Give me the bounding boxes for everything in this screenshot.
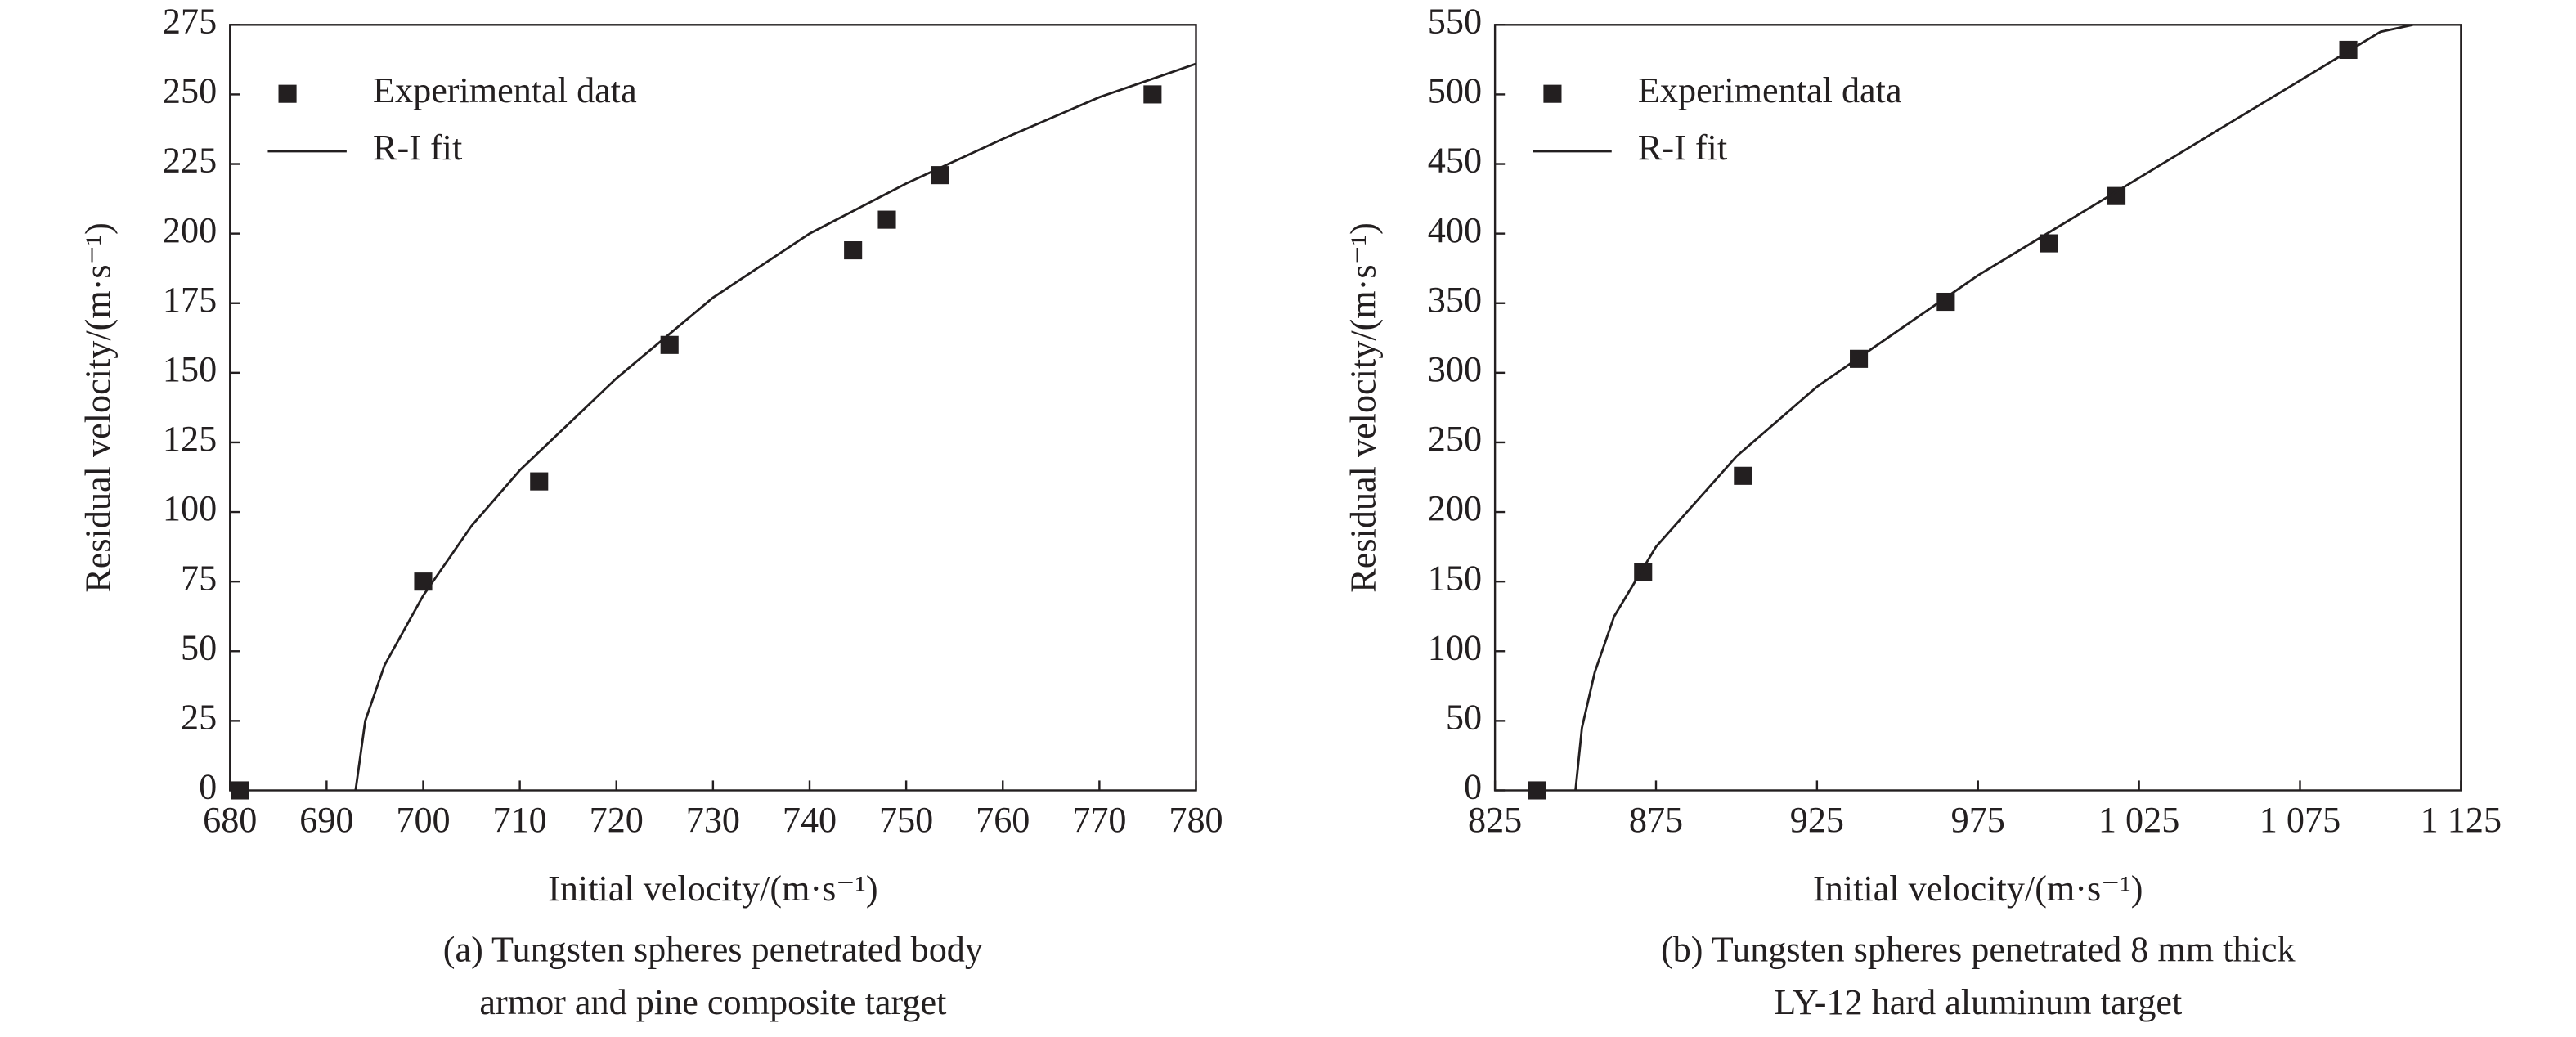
data-point [1936,292,1955,312]
data-point [414,572,433,591]
y-tick-label: 350 [1428,280,1482,320]
y-tick-label: 175 [163,280,217,320]
y-tick-label: 275 [163,1,217,41]
x-tick-label: 825 [1468,800,1522,840]
y-tick-label: 100 [1428,627,1482,667]
legend-marker [1543,84,1562,103]
data-point [530,472,549,491]
legend-label: R-I fit [373,128,463,168]
data-point [1143,85,1162,104]
y-tick-label: 50 [1446,698,1482,738]
data-point [231,781,249,800]
x-tick-label: 1 125 [2421,800,2502,840]
fit-line [1574,23,2413,791]
data-point [1528,781,1546,800]
x-tick-label: 1 075 [2260,800,2340,840]
y-tick-label: 50 [181,627,217,667]
x-tick-label: 760 [976,800,1030,840]
x-tick-label: 925 [1790,800,1844,840]
data-point [877,210,896,229]
y-tick-label: 250 [1428,419,1482,459]
caption: (a) Tungsten spheres penetrated body [443,930,983,970]
data-point [2040,234,2058,253]
chart: 825 875 925 975 1 025 1 075 1 125 0 50 100 150 200 2… [1344,1,2502,1021]
y-tick-label: 225 [163,141,217,181]
x-tick-label: 875 [1629,800,1683,840]
data-point [1734,466,1752,485]
x-tick-label: 1 025 [2098,800,2179,840]
y-tick-label: 300 [1428,349,1482,389]
x-tick-label: 740 [783,800,837,840]
y-tick-label: 100 [163,488,217,528]
y-tick-label: 25 [181,698,217,738]
y-tick-label: 200 [1428,488,1482,528]
y-tick-label: 250 [163,71,217,111]
caption: armor and pine composite target [479,982,947,1022]
y-axis-label: Residual velocity/(m·s⁻¹) [79,222,119,593]
data-point [844,241,863,260]
y-tick-label: 200 [163,210,217,250]
data-point [2107,186,2126,205]
y-tick-label: 450 [1428,141,1482,181]
y-tick-label: 550 [1428,1,1482,41]
y-tick-label: 400 [1428,210,1482,250]
chart: 680 690 700 710 720 730 740 750 760 770 780 0 25 50 75… [79,1,1223,1021]
x-tick-label: 975 [1951,800,2005,840]
x-tick-label: 680 [203,800,257,840]
y-tick-label: 500 [1428,71,1482,111]
y-axis-label: Residual velocity/(m·s⁻¹) [1344,222,1384,593]
legend-label: Experimental data [1638,70,1902,110]
x-tick-label: 770 [1072,800,1126,840]
y-tick-label: 150 [1428,558,1482,598]
fit-line [354,62,1196,791]
y-tick-label: 0 [199,767,217,807]
x-tick-label: 750 [879,800,933,840]
x-tick-label: 780 [1169,800,1223,840]
x-axis-label: Initial velocity/(m·s⁻¹) [548,869,877,909]
legend-label: R-I fit [1638,128,1728,168]
y-tick-label: 150 [163,349,217,389]
caption: (b) Tungsten spheres penetrated 8 mm thi… [1661,930,2296,970]
y-tick-label: 125 [163,419,217,459]
y-tick-label: 75 [181,558,217,598]
y-tick-label: 0 [1464,767,1482,807]
x-tick-label: 710 [492,800,546,840]
x-tick-label: 720 [590,800,644,840]
legend-marker [278,84,297,103]
x-tick-label: 690 [299,800,353,840]
x-tick-label: 700 [396,800,450,840]
x-tick-label: 730 [686,800,740,840]
x-axis-label: Initial velocity/(m·s⁻¹) [1813,869,2143,909]
data-point [660,335,679,354]
legend-label: Experimental data [373,70,637,110]
caption: LY-12 hard aluminum target [1774,982,2183,1022]
